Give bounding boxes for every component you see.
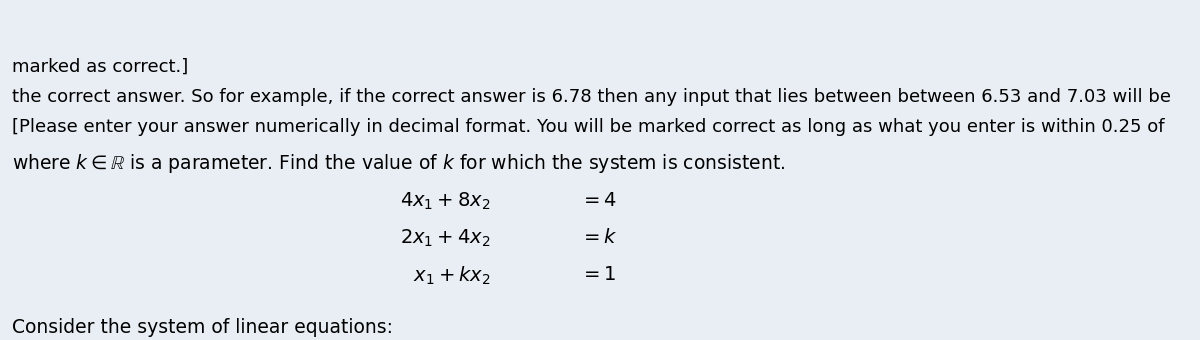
Text: marked as correct.]: marked as correct.] xyxy=(12,58,188,76)
Text: $= k$: $= k$ xyxy=(580,228,618,247)
Text: $4x_1 + 8x_2$: $4x_1 + 8x_2$ xyxy=(400,191,490,212)
Text: $= 4$: $= 4$ xyxy=(580,191,617,210)
Text: $2x_1 + 4x_2$: $2x_1 + 4x_2$ xyxy=(400,228,490,249)
Text: [Please enter your answer numerically in decimal format. You will be marked corr: [Please enter your answer numerically in… xyxy=(12,118,1164,136)
Text: the correct answer. So for example, if the correct answer is 6.78 then any input: the correct answer. So for example, if t… xyxy=(12,88,1171,106)
Text: where $k \in \mathbb{R}$ is a parameter. Find the value of $k$ for which the sys: where $k \in \mathbb{R}$ is a parameter.… xyxy=(12,152,785,175)
Text: Consider the system of linear equations:: Consider the system of linear equations: xyxy=(12,318,394,337)
Text: $x_1 + kx_2$: $x_1 + kx_2$ xyxy=(413,265,490,287)
Text: $= 1$: $= 1$ xyxy=(580,265,617,284)
